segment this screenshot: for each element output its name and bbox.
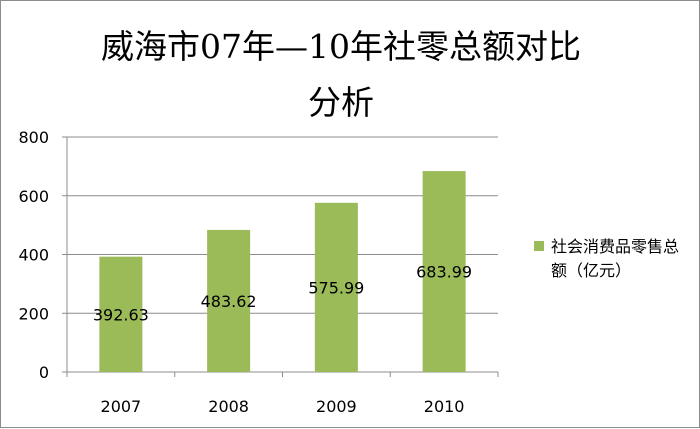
x-tick-label: 2010 [424,397,465,416]
y-tick-label: 600 [18,187,49,206]
chart-title-line2: 分析 [308,83,374,122]
data-label: 483.62 [201,292,257,311]
chart-title: 威海市07年—10年社零总额对比 [101,27,581,66]
y-tick-label: 400 [18,246,49,265]
data-label: 575.99 [308,278,364,297]
x-tick-label: 2009 [316,397,357,416]
x-tick-label: 2008 [208,397,249,416]
legend-swatch [534,241,544,251]
data-label: 683.99 [416,263,472,282]
bar [99,256,143,372]
bar [422,171,466,372]
y-tick-label: 0 [39,363,49,382]
data-label: 392.63 [93,305,149,324]
bar [314,202,358,372]
bar [207,229,251,372]
legend-label: 社会消费品零售总额（亿元） [551,237,680,280]
y-tick-label: 200 [18,304,49,323]
x-tick-label: 2007 [101,397,142,416]
y-tick-label: 800 [18,128,49,147]
